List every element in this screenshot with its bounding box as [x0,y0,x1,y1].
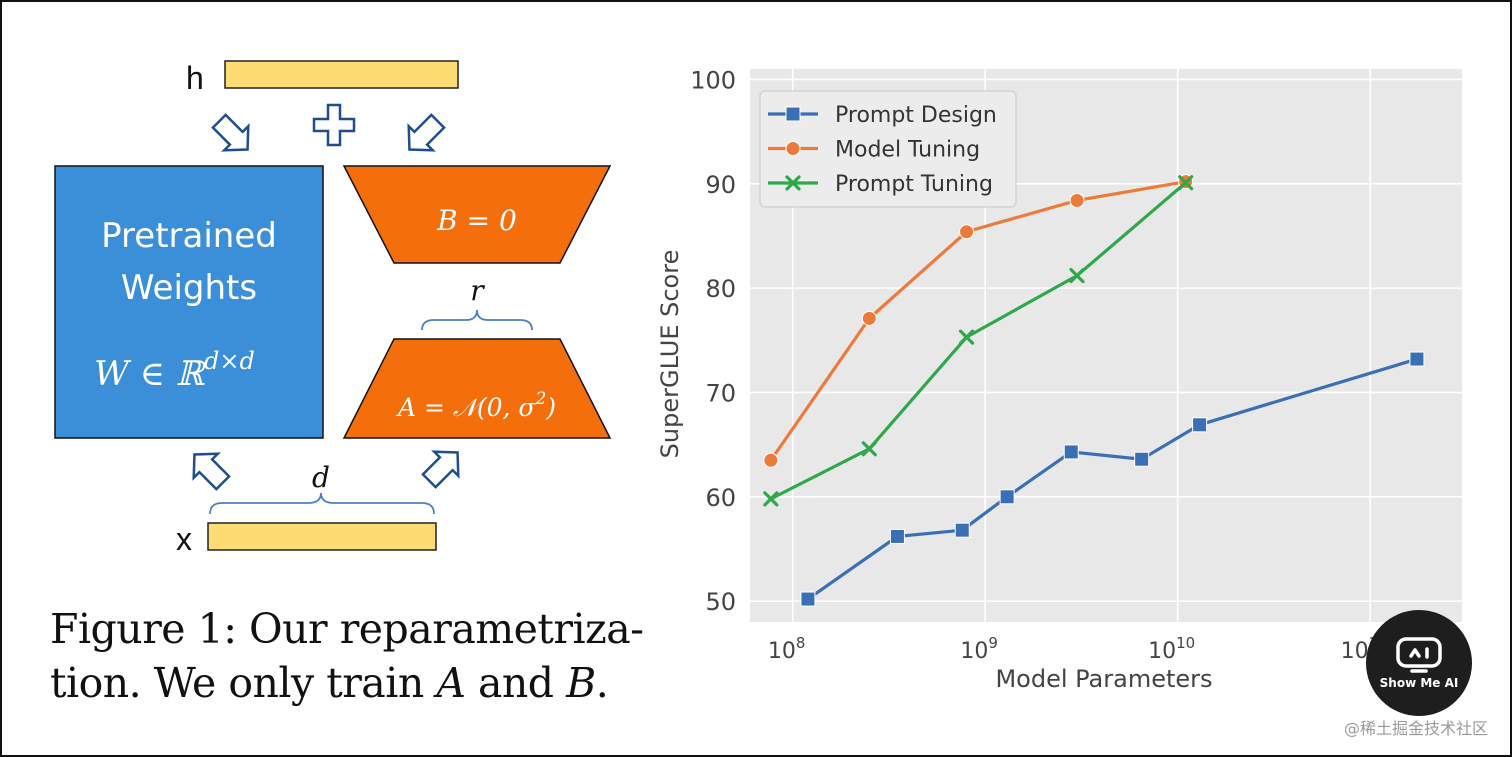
data-point-prompt-tuning [958,329,975,345]
caption-line-1: Figure 1: Our reparametriza- [50,605,644,653]
arrow-up-right-icon [211,113,250,152]
r-brace [421,309,533,331]
r-label: r [470,274,485,307]
x-label: x [176,521,192,557]
a-formula-main: A = 𝒩(0, σ [396,393,536,422]
robot-icon [1396,637,1442,673]
plus-icon [312,103,356,147]
y-tick-label: 60 [705,484,736,512]
d-label: d [312,461,330,494]
legend-marker [785,175,801,191]
weight-formula-main: W ∈ ℝ [94,354,207,394]
juejin-watermark: @稀土掘金技术社区 [1343,719,1488,738]
y-tick-label: 70 [705,379,736,407]
data-point-prompt-design [800,591,816,607]
legend-entry: Prompt Tuning [835,172,993,197]
x-tick-label: 1010 [1148,634,1195,664]
matrix-a-trapezoid [342,338,612,439]
series-layer [763,174,1425,607]
pretrained-label: Pretrained [101,216,277,256]
caption-var-a: A [436,659,466,707]
data-point-model-tuning [861,310,877,326]
data-point-prompt-design [889,528,905,544]
data-point-model-tuning [959,224,975,240]
x-tick-label: 109 [960,634,998,664]
data-point-prompt-design [1409,351,1425,367]
data-point-prompt-tuning [763,491,779,507]
caption-var-b: B [566,659,596,707]
pretrained-weights-block [54,165,324,439]
matrix-b-trapezoid [342,165,612,264]
data-point-model-tuning [763,452,779,468]
legend-box [759,90,1017,208]
badge-label: Show Me AI [1379,676,1459,690]
data-point-model-tuning [1069,192,1085,208]
show-me-ai-badge: Show Me AI [1366,610,1472,716]
h-label: h [186,60,204,96]
x-tick-label: 108 [768,634,806,664]
data-point-prompt-design [954,522,970,538]
input-x-bar [207,522,437,551]
legend-marker [785,141,801,156]
d-brace [209,492,435,515]
series-prompt-design [800,351,1425,607]
a-formula-sup: 2 [534,389,546,409]
data-point-prompt-tuning [1069,267,1085,284]
caption-line-2-start: tion. We only train [50,659,437,707]
data-point-prompt-design [999,489,1015,505]
a-formula: A = 𝒩(0, σ2) [396,389,556,422]
y-axis-label: SuperGLUE Score [656,250,684,459]
data-point-prompt-design [1063,444,1079,460]
y-tick-label: 80 [705,275,736,303]
b-formula: B = 0 [436,204,517,237]
weights-label: Weights [121,268,257,308]
x-axis-label: Model Parameters [995,665,1212,693]
y-tick-label: 90 [705,171,736,199]
legend-entry: Prompt Design [835,103,997,128]
a-formula-end: ) [545,393,556,422]
caption-and: and [465,659,567,707]
axis-ticks: 506070809010010810910101011 [690,66,1388,664]
caption-period: . [595,659,609,707]
legend-entry: Model Tuning [835,138,980,163]
arrow-up-left-icon [407,113,446,152]
output-h-bar [224,60,459,89]
arrow-up-left-from-x-icon [192,452,231,491]
y-tick-label: 100 [690,66,736,94]
data-point-prompt-design [1192,417,1208,433]
grid-lines [750,69,1462,622]
legend: Prompt Design Model Tuning Prompt Tuning [759,90,1017,208]
lora-diagram: h Pretrained Weights W ∈ ℝd×d B = 0 r A … [54,60,612,557]
y-tick-label: 50 [705,588,736,616]
arrow-up-right-from-x-icon [421,450,460,489]
data-point-prompt-tuning [1178,175,1194,191]
data-point-prompt-design [1134,451,1150,467]
legend-marker [785,106,801,122]
series-line-prompt-design [807,357,1418,601]
weight-formula-sup: d×d [204,347,255,375]
data-point-prompt-tuning [861,441,877,457]
series-prompt-tuning [763,175,1194,507]
figure-caption: Figure 1: Our reparametriza- tion. We on… [50,602,644,710]
weight-formula: W ∈ ℝd×d [94,347,255,394]
caption-line-2: tion. We only train A and B. [50,656,644,710]
